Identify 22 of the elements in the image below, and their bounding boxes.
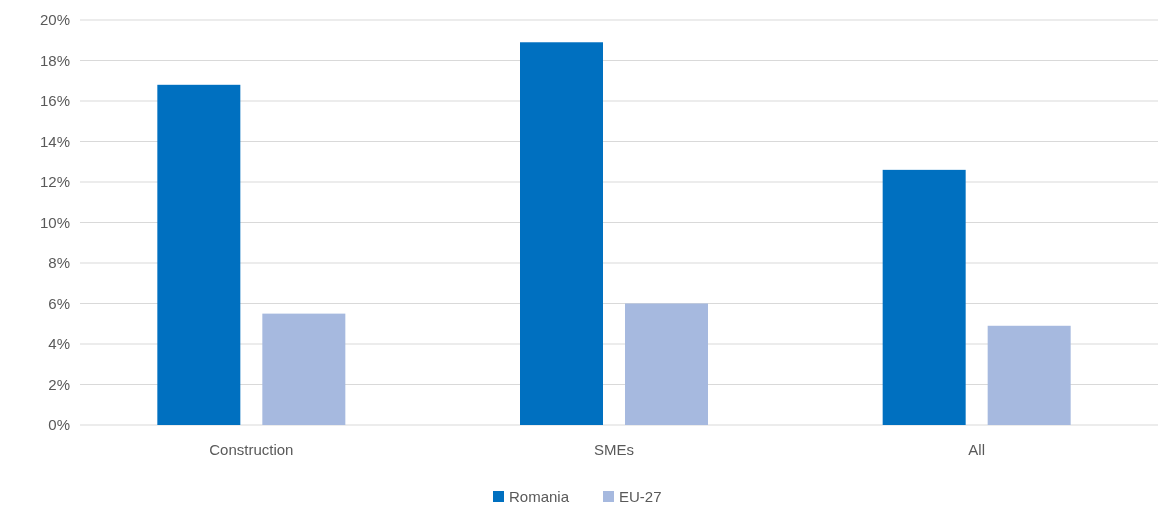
y-tick-label: 14% (39, 132, 70, 150)
bar (625, 303, 708, 425)
y-tick-label: 0% (48, 416, 70, 434)
y-tick-label: 4% (48, 335, 70, 353)
x-tick-label: SMEs (593, 441, 635, 458)
y-tick-label: 10% (39, 213, 70, 231)
x-tick-label: Construction (209, 441, 294, 458)
bar (882, 169, 966, 425)
y-tick-label: 2% (48, 375, 70, 393)
y-tick-label: 6% (48, 294, 70, 312)
y-tick-label: 20% (39, 11, 70, 29)
bar (157, 84, 241, 425)
y-tick-label: 18% (39, 51, 70, 69)
y-tick-label: 12% (39, 173, 70, 191)
bar (262, 313, 346, 425)
bar (520, 42, 603, 425)
legend-label: EU-27 (619, 488, 662, 505)
x-tick-label: All (968, 441, 985, 458)
bar (987, 325, 1071, 425)
legend-label: Romania (509, 488, 570, 505)
y-tick-label: 8% (48, 254, 70, 272)
y-tick-label: 16% (39, 92, 70, 110)
